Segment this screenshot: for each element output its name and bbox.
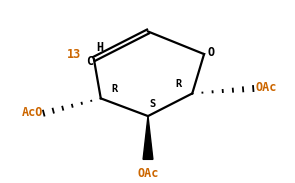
Polygon shape: [143, 116, 153, 159]
Text: OAc: OAc: [137, 167, 159, 180]
Text: O: O: [207, 46, 214, 59]
Text: OAc: OAc: [255, 81, 277, 94]
Text: AcO: AcO: [21, 106, 43, 119]
Text: H: H: [96, 41, 103, 54]
Text: S: S: [150, 99, 156, 109]
Text: C: C: [86, 55, 94, 68]
Text: 13: 13: [67, 48, 81, 61]
Text: R: R: [112, 83, 118, 94]
Text: R: R: [175, 79, 182, 89]
